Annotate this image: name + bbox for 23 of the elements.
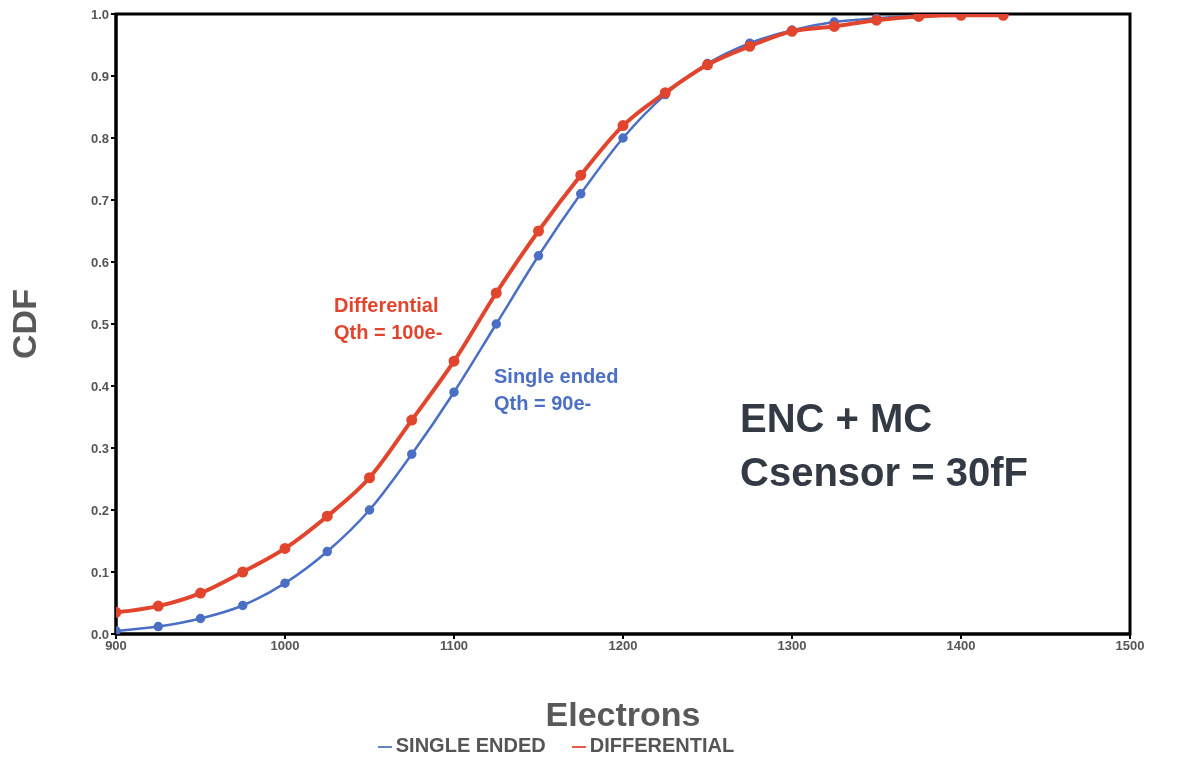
x-axis-title: Electrons: [545, 695, 701, 733]
annotation: Single ended Qth = 90e-: [494, 364, 619, 416]
y-tick-label: 0.4: [90, 378, 110, 394]
x-tick-label: 1400: [946, 638, 976, 654]
legend-label: SINGLE ENDED: [395, 734, 546, 756]
y-tick-label: 0.3: [90, 440, 109, 456]
x-tick-label: 1200: [608, 638, 638, 654]
y-tick-label: 0.6: [90, 254, 109, 270]
y-tick-label: 0.8: [90, 130, 109, 146]
legend-label: DIFFERENTIAL: [589, 734, 735, 756]
x-tick-label: 1300: [777, 638, 807, 654]
annotation: ENC + MC Csensor = 30fF: [740, 395, 1028, 496]
y-tick-label: 0.5: [90, 316, 109, 332]
y-tick-label: 0.2: [90, 502, 109, 518]
x-tick-label: 1000: [270, 638, 300, 654]
y-tick-label: 1.0: [90, 6, 109, 22]
y-axis-title: CDF: [5, 289, 44, 359]
annotation: Differential Qth = 100e-: [334, 293, 443, 345]
y-tick-label: 0.9: [90, 68, 109, 84]
y-tick-label: 0.1: [90, 564, 109, 580]
x-tick-label: 1100: [439, 638, 469, 654]
x-tick-label: 1500: [1115, 638, 1145, 654]
y-tick-label: 0.7: [90, 192, 109, 208]
